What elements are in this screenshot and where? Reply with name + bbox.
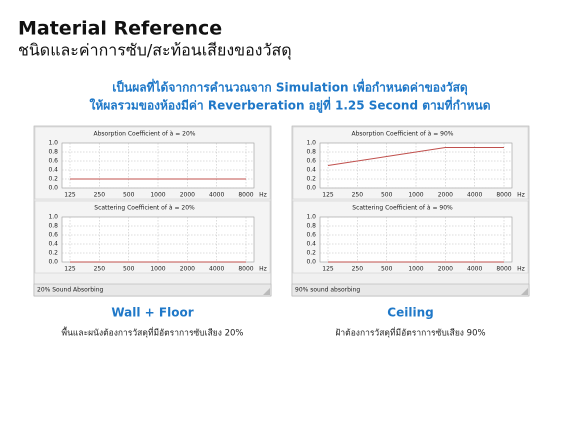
x-tick-label: 2000 [438,266,453,273]
y-tick-label: 0.0 [48,259,58,266]
chart-title: Scattering Coefficient of à = 20% [94,205,195,212]
caption-description: ฝ้าต้องการวัสดุที่มีอัตราการซับเสียง 90% [335,327,485,339]
x-tick-label: 500 [381,192,393,199]
y-tick-label: 0.6 [48,232,58,239]
y-tick-label: 0.0 [306,185,316,192]
y-tick-label: 0.8 [306,223,316,230]
y-tick-label: 0.2 [306,250,316,257]
x-tick-label: 500 [123,192,135,199]
x-tick-label: 125 [322,192,334,199]
y-tick-label: 0.6 [48,158,58,165]
caption-title: Ceiling [387,306,433,320]
x-tick-label: 8000 [238,192,253,199]
y-tick-label: 0.0 [48,185,58,192]
x-axis-label: Hz [259,192,267,199]
caption-title: Wall + Floor [111,306,193,320]
x-tick-label: 2000 [438,192,453,199]
x-tick-label: 500 [381,266,393,273]
y-tick-label: 0.6 [306,158,316,165]
x-tick-label: 1000 [150,266,165,273]
x-tick-label: 4000 [209,192,224,199]
x-tick-label: 4000 [467,266,482,273]
y-tick-label: 0.4 [48,167,58,174]
x-tick-label: 125 [64,266,76,273]
y-tick-label: 1.0 [306,140,316,147]
x-axis-label: Hz [259,266,267,273]
x-tick-label: 8000 [238,266,253,273]
y-tick-label: 1.0 [48,140,58,147]
y-tick-label: 0.4 [48,241,58,248]
y-tick-label: 0.4 [306,241,316,248]
x-tick-label: 125 [64,192,76,199]
status-text: 90% sound absorbing [295,287,360,294]
heading-line: ให้ผลรวมของห้องมีค่า Reverberation อยู่ท… [90,97,491,114]
x-tick-label: 250 [352,266,364,273]
status-bar [33,283,272,297]
x-tick-label: 2000 [180,266,195,273]
caption-description: พื้นและผนังต้องการวัสดุที่มีอัตราการซับเ… [62,327,244,339]
title: Material Reference [18,18,222,40]
chart-title: Absorption Coefficient of à = 20% [93,131,195,138]
status-bar [291,283,530,297]
x-tick-label: 1000 [408,266,423,273]
x-tick-label: 4000 [467,192,482,199]
x-tick-label: 8000 [496,266,511,273]
x-tick-label: 4000 [209,266,224,273]
y-tick-label: 0.8 [48,223,58,230]
data-line [327,147,504,166]
heading-line: เป็นผลที่ได้จากการคำนวณจาก Simulation เพ… [112,79,468,96]
x-tick-label: 1000 [150,192,165,199]
y-tick-label: 0.0 [306,259,316,266]
x-tick-label: 250 [94,266,106,273]
y-tick-label: 1.0 [48,214,58,221]
x-tick-label: 2000 [180,192,195,199]
resize-grip [521,288,528,295]
x-tick-label: 125 [322,266,334,273]
x-tick-label: 500 [123,266,135,273]
x-tick-label: 1000 [408,192,423,199]
x-axis-label: Hz [517,192,525,199]
x-axis-label: Hz [517,266,525,273]
y-tick-label: 1.0 [306,214,316,221]
y-tick-label: 0.4 [306,167,316,174]
y-tick-label: 0.8 [48,149,58,156]
y-tick-label: 0.2 [306,176,316,183]
y-tick-label: 0.2 [48,176,58,183]
chart-title: Scattering Coefficient of à = 90% [352,205,453,212]
x-tick-label: 250 [352,192,364,199]
x-tick-label: 8000 [496,192,511,199]
y-tick-label: 0.2 [48,250,58,257]
resize-grip [263,288,270,295]
y-tick-label: 0.6 [306,232,316,239]
y-tick-label: 0.8 [306,149,316,156]
subtitle: ชนิดและค่าการซับ/สะท้อนเสียงของวัสดุ [18,41,292,61]
chart-title: Absorption Coefficient of à = 90% [351,131,453,138]
status-text: 20% Sound Absorbing [37,287,103,294]
x-tick-label: 250 [94,192,106,199]
